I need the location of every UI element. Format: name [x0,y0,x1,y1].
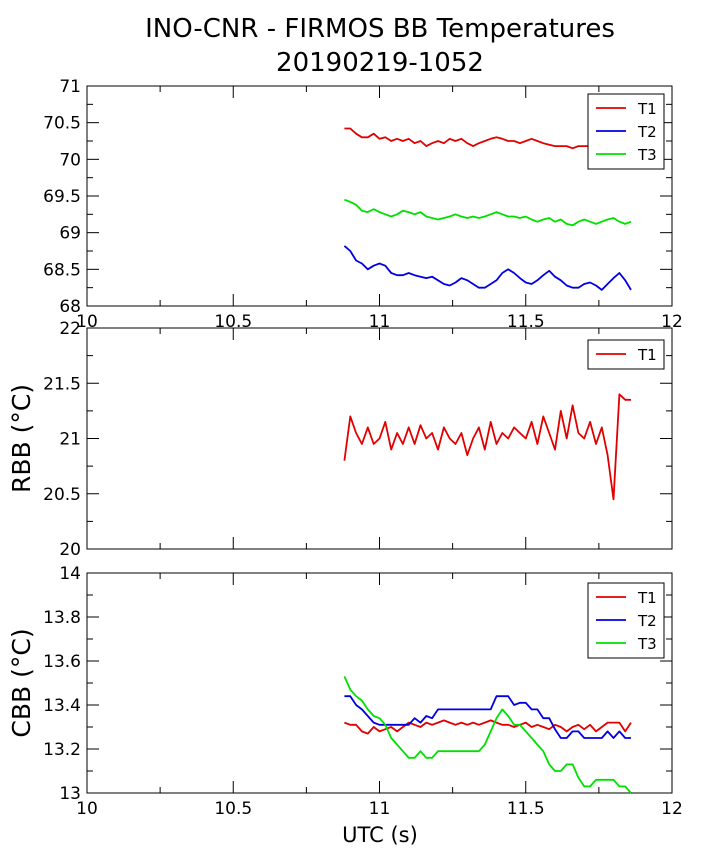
legend-label: T1 [637,100,657,118]
panel-2: 20 20.5 21 21.5 22 RBB (°C) T1 [7,319,673,560]
series-line-t1 [344,719,632,735]
y-tick-label: 13.2 [43,740,81,760]
legend: T1 T2 T3 [587,582,665,659]
y-tick-label: 68 [59,297,81,317]
y-tick-label: 68.5 [43,260,81,280]
legend-label: T1 [637,589,657,607]
x-tick-label: 12 [661,312,683,332]
y-tick-label: 13.6 [43,652,81,672]
y-tick-label: 21.5 [43,374,81,394]
plot-frame [86,85,673,307]
x-tick-label: 10.5 [214,312,252,332]
legend: T1 [587,339,665,370]
y-tick-label: 13.8 [43,608,81,628]
chart-title: INO-CNR - FIRMOS BB Temperatures [145,14,615,44]
y-tick-label: 69 [59,224,81,244]
legend-label: T3 [637,146,657,164]
x-axis-label: UTC (s) [342,823,418,847]
y-tick-label: 69.5 [43,187,81,207]
y-tick-label: 22 [59,319,81,339]
x-tick-label: 10.5 [214,799,252,819]
plot-frame [86,572,673,794]
x-tick-label: 11.5 [507,799,545,819]
y-tick-label: 71 [59,77,81,97]
series-line-t2 [344,695,631,739]
y-tick-label: 20 [59,540,81,560]
y-tick-label: 70 [59,150,81,170]
y-tick-label: 13.4 [43,696,81,716]
legend-label: T2 [637,123,657,141]
x-tick-label: 10 [76,799,98,819]
y-axis-label: CBB (°C) [7,628,36,737]
legend-label: T3 [637,635,657,653]
x-tick-label: 12 [661,799,683,819]
x-tick-label: 11.5 [507,312,545,332]
chart-panels: 10 10.5 11 11.5 12 68 68.5 69 69.5 70 70.5 71 T1 T2 T3… [7,77,683,819]
series-line-t3 [343,676,632,794]
series-line-t2 [343,245,632,291]
y-tick-label: 13 [59,784,81,804]
x-tick-label: 11 [369,312,391,332]
legend-label: T1 [637,346,657,364]
x-tick-label: 11 [369,799,391,819]
x-tick-label: 10 [76,312,98,332]
y-tick-label: 14 [59,564,81,584]
series-line-t1 [344,127,631,152]
y-tick-label: 20.5 [43,485,81,505]
panel-1: 10 10.5 11 11.5 12 68 68.5 69 69.5 70 70.5 71 T1 T2 T3 [43,77,683,332]
legend-label: T2 [637,612,657,630]
series-line-t1 [343,393,631,501]
y-tick-label: 21 [59,430,81,450]
legend: T1 T2 T3 [587,93,665,170]
chart-subtitle: 20190219-1052 [276,48,484,78]
y-tick-label: 70.5 [43,114,81,134]
series-line-t3 [344,198,632,227]
y-axis-label: RBB (°C) [7,384,36,493]
panel-3: 10 10.5 11 11.5 12 13 13.2 13.4 13.6 13.8 14 CBB (°… [7,564,683,819]
